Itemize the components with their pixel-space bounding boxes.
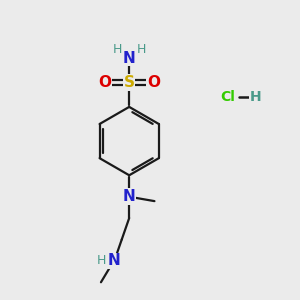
Text: H: H <box>112 43 122 56</box>
Text: S: S <box>124 75 135 90</box>
Text: O: O <box>147 75 160 90</box>
Text: H: H <box>97 254 106 267</box>
Text: O: O <box>98 75 111 90</box>
Text: N: N <box>123 189 136 204</box>
Text: H: H <box>136 43 146 56</box>
Text: Cl: Cl <box>220 89 235 103</box>
Text: H: H <box>250 89 261 103</box>
Text: N: N <box>123 51 136 66</box>
Text: N: N <box>108 254 121 268</box>
